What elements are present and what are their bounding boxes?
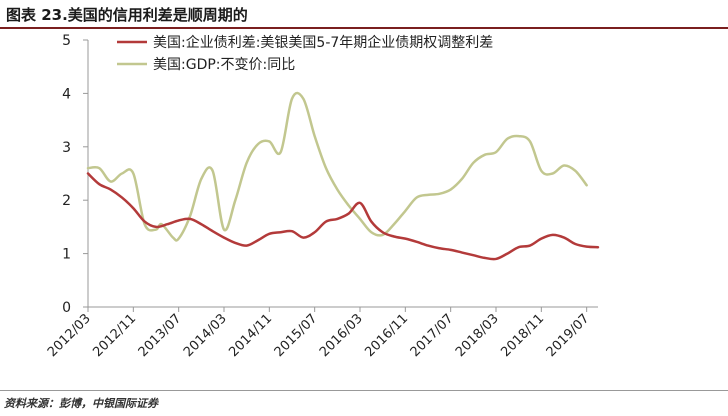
series-line-spread: [86, 172, 600, 261]
series-line-gdp: [86, 91, 588, 242]
legend-label: 美国:GDP:不变价:同比: [153, 57, 295, 73]
legend-label: 美国:企业债利差:美银美国5-7年期企业债期权调整利差: [153, 34, 493, 51]
chart-axes: 0 1 2 3 4 5 2012/032012/112013/072014/032014/1…: [45, 33, 598, 360]
x-tick-label: 2014/11: [226, 311, 275, 360]
y-tick-label: 1: [62, 247, 71, 263]
footer-divider: [0, 390, 728, 391]
x-tick-label: 2012/11: [90, 311, 139, 360]
x-tick-label: 2015/07: [272, 311, 321, 360]
title-divider: [0, 27, 728, 29]
x-tick-label: 2016/03: [317, 311, 366, 360]
source-note: 资料来源：彭博，中银国际证券: [4, 397, 158, 410]
y-tick-label: 5: [62, 33, 71, 49]
x-tick-label: 2016/11: [362, 311, 411, 360]
x-tick-label: 2014/03: [181, 311, 230, 360]
x-tick-label: 2018/11: [498, 311, 547, 360]
x-tick-label: 2019/07: [544, 311, 593, 360]
y-tick-label: 0: [62, 300, 71, 316]
x-tick-label: 2012/03: [45, 311, 94, 360]
x-tick-label: 2017/07: [408, 311, 457, 360]
chart-title: 图表 23.美国的信用利差是顺周期的: [6, 6, 248, 24]
line-chart: 0 1 2 3 4 5 2012/032012/112013/072014/032014/1…: [45, 33, 600, 360]
x-tick-label: 2013/07: [136, 311, 185, 360]
y-tick-label: 2: [62, 193, 71, 209]
chart-series: [86, 91, 600, 261]
y-tick-label: 4: [62, 86, 71, 102]
x-tick-label: 2018/03: [453, 311, 502, 360]
y-tick-label: 3: [62, 140, 71, 156]
